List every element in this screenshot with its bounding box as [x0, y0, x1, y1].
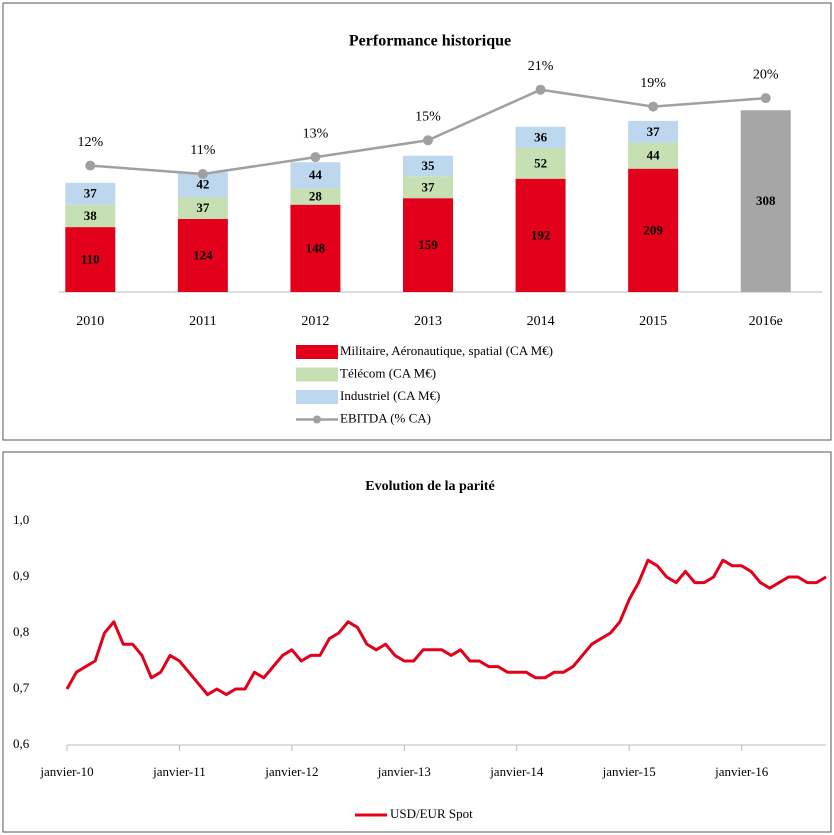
x-tick-label: janvier-11 [152, 764, 206, 779]
bar-segment [177, 197, 228, 219]
bar-segment [65, 227, 116, 292]
point [423, 135, 433, 146]
data-label: 110 [81, 252, 100, 267]
legend-label: USD/EUR Spot [390, 806, 473, 821]
data-label: 35 [422, 158, 436, 173]
data-label: 15% [415, 110, 441, 125]
bar-segment [65, 204, 116, 228]
bar-segment [403, 198, 453, 292]
legend-swatch [296, 390, 338, 404]
bar-segment [740, 110, 791, 292]
legend-label: Télécom (CA M€) [340, 365, 436, 380]
data-label: 37 [196, 200, 210, 215]
data-label: 37 [84, 186, 98, 201]
legend-label: EBITDA (% CA) [340, 410, 431, 425]
legend-swatch [296, 345, 338, 359]
bar-segment [290, 204, 341, 292]
point [85, 160, 96, 171]
data-label: 28 [309, 188, 323, 203]
point [310, 152, 321, 163]
bar-segment [65, 182, 116, 205]
x-tick-label: janvier-14 [489, 764, 544, 779]
chart-title: Evolution de la parité [365, 479, 495, 494]
chart-title: Performance historique [349, 33, 511, 50]
x-tick-label: 2010 [76, 314, 104, 329]
x-tick-label: 2011 [189, 314, 216, 329]
x-tick-label: 2013 [414, 314, 442, 329]
bar-segment [515, 178, 566, 292]
bar-segment [177, 218, 228, 292]
panel [2, 2, 832, 441]
bar-segment [628, 142, 679, 169]
data-label: 308 [756, 193, 776, 208]
bar-segment [628, 168, 679, 292]
x-tick-label: janvier-12 [264, 764, 318, 779]
legend-marker [313, 415, 321, 424]
point [648, 101, 659, 112]
x-tick-label: janvier-16 [714, 764, 769, 779]
y-tick-label: 1,0 [13, 512, 29, 527]
data-label: 209 [643, 222, 663, 237]
line [65, 558, 827, 697]
data-label: 20% [753, 67, 779, 82]
point [535, 84, 546, 95]
data-label: 44 [309, 167, 323, 182]
legend-swatch [296, 367, 338, 382]
y-tick-label: 0,8 [13, 624, 29, 639]
bar-segment [290, 188, 341, 205]
panel [2, 451, 832, 833]
point [197, 169, 208, 179]
bar-segment [628, 120, 679, 143]
legend-label: Militaire, Aéronautique, spatial (CA M€) [340, 343, 553, 358]
bar-segment [290, 162, 341, 189]
x-tick-label: 2012 [301, 314, 329, 329]
x-tick-label: janvier-10 [39, 764, 93, 779]
x-tick-label: janvier-15 [602, 764, 656, 779]
bar-segment [515, 148, 566, 179]
data-label: 44 [647, 148, 661, 163]
x-tick-label: 2015 [639, 314, 667, 329]
data-label: 13% [303, 126, 329, 141]
data-label: 52 [534, 155, 547, 170]
x-tick-label: janvier-13 [377, 764, 431, 779]
data-label: 192 [531, 227, 551, 242]
bar-segment [403, 176, 453, 199]
y-tick-label: 0,7 [13, 680, 30, 695]
y-tick-label: 0,9 [13, 568, 29, 583]
y-tick-label: 0,6 [13, 736, 30, 751]
bar-segment [403, 155, 453, 177]
legend-label: Industriel (CA M€) [340, 388, 440, 403]
data-label: 21% [528, 59, 554, 74]
data-label: 12% [77, 135, 103, 150]
data-label: 159 [418, 237, 438, 252]
bar-segment [515, 126, 566, 149]
x-tick-label: 2016e [749, 314, 783, 329]
data-label: 36 [534, 129, 548, 144]
point [760, 93, 771, 104]
data-label: 148 [306, 240, 326, 255]
data-label: 38 [84, 208, 98, 223]
data-label: 42 [196, 177, 209, 192]
x-tick-label: 2014 [527, 314, 555, 329]
data-label: 37 [647, 124, 661, 139]
data-label: 124 [193, 247, 213, 262]
data-label: 37 [422, 179, 436, 194]
data-label: 11% [190, 143, 215, 158]
data-label: 19% [640, 76, 666, 91]
